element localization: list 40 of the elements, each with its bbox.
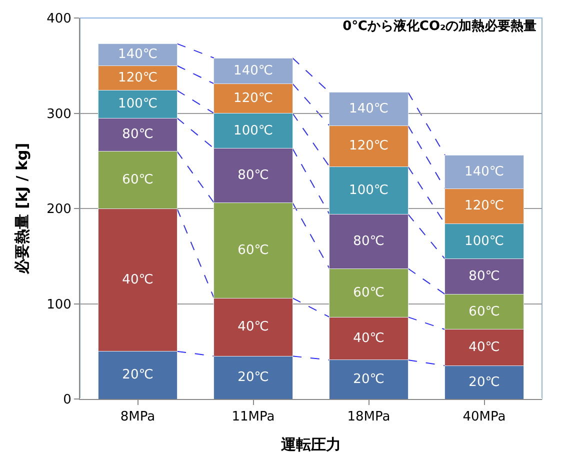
text: 80℃ bbox=[353, 234, 384, 249]
y-axis-title: 必要熱量 [kJ / kg] bbox=[12, 142, 31, 276]
x-tick-label: 18MPa bbox=[347, 410, 390, 425]
text: 20℃ bbox=[122, 368, 154, 383]
text: 20℃ bbox=[353, 372, 384, 387]
text: 20℃ bbox=[238, 370, 269, 386]
text: 100℃ bbox=[464, 234, 504, 249]
x-axis-title: 運転圧力 bbox=[280, 436, 341, 454]
text: 40℃ bbox=[122, 272, 154, 288]
text: 60℃ bbox=[238, 242, 269, 258]
chart-title: 0℃から液化CO₂の加熱必要熱量 bbox=[342, 18, 537, 34]
x-tick-label: 40MPa bbox=[462, 410, 506, 425]
y-tick-label: 100 bbox=[46, 297, 72, 312]
text: 120℃ bbox=[464, 198, 504, 214]
text: 100℃ bbox=[234, 123, 273, 138]
text: 80℃ bbox=[468, 269, 500, 284]
y-tick-label: 300 bbox=[46, 106, 72, 122]
text: 140℃ bbox=[234, 63, 273, 78]
text: 80℃ bbox=[238, 168, 269, 184]
text: 40℃ bbox=[353, 331, 384, 346]
text: 40℃ bbox=[238, 320, 269, 335]
text: 60℃ bbox=[122, 172, 154, 188]
x-tick-label: 11MPa bbox=[232, 410, 275, 425]
x-tick-label: 8MPa bbox=[120, 410, 156, 425]
text: 120℃ bbox=[234, 90, 273, 106]
series-label: 40℃ bbox=[468, 340, 500, 356]
text: 60℃ bbox=[353, 285, 384, 300]
y-tick-label: 0 bbox=[63, 392, 72, 408]
text: 140℃ bbox=[349, 101, 388, 116]
y-tick-label: 400 bbox=[46, 12, 72, 27]
text: 140℃ bbox=[464, 164, 504, 180]
series-label: 140℃ bbox=[118, 47, 158, 62]
series-label: 120℃ bbox=[118, 70, 158, 86]
y-tick-label: 200 bbox=[46, 202, 72, 218]
series-label: 80℃ bbox=[122, 127, 154, 142]
text: 120℃ bbox=[349, 138, 388, 154]
series-label: 60℃ bbox=[468, 304, 500, 320]
text: 100℃ bbox=[349, 182, 388, 198]
series-label: 20℃ bbox=[468, 374, 500, 390]
series-label: 100℃ bbox=[118, 96, 158, 112]
